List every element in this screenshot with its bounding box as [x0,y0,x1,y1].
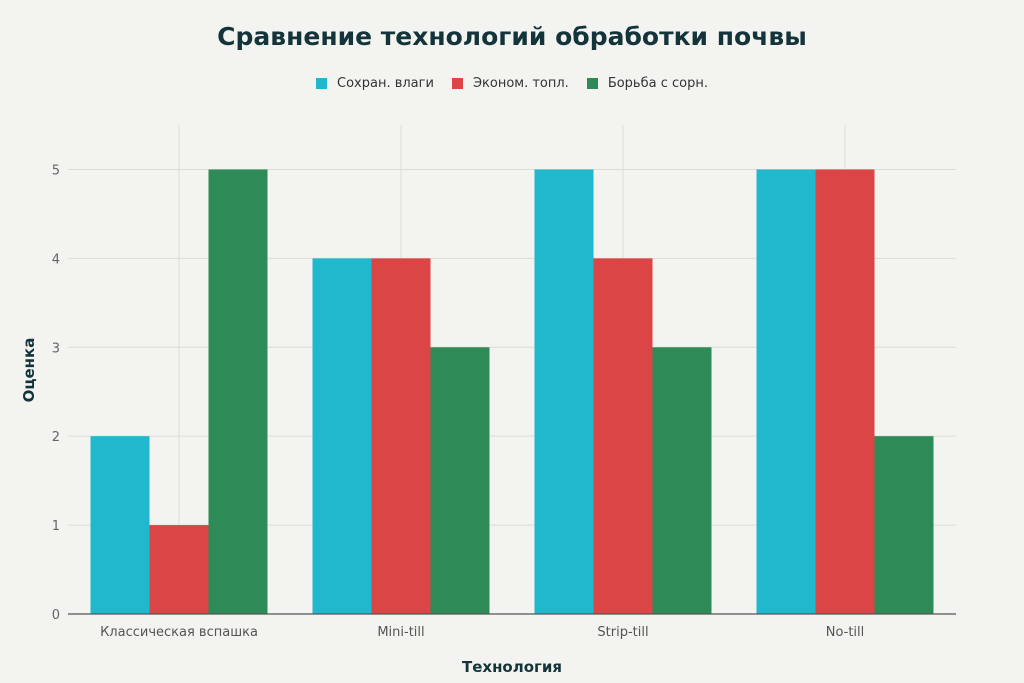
bar [208,169,268,615]
x-tick-label: Классическая вспашка [100,625,258,640]
x-axis-title: Технология [462,658,562,676]
bar [756,169,816,615]
legend-item[interactable]: Борьба с сорн. [586,76,708,91]
legend-label: Эконом. топл. [472,76,569,91]
y-tick-label: 4 [52,252,60,267]
legend-label: Сохран. влаги [337,76,434,91]
bar [312,258,372,614]
legend-swatch [586,78,598,89]
bar [90,436,150,614]
legend-label: Борьба с сорн. [607,76,708,91]
bar [534,169,594,615]
bar [874,436,934,614]
x-tick-label: Mini-till [377,625,424,640]
y-tick-label: 2 [52,430,60,445]
legend: Сохран. влаги Эконом. топл. Борьба с сорн. [0,76,1024,91]
legend-swatch [316,78,327,89]
legend-item[interactable]: Сохран. влаги [316,76,434,91]
y-tick-label: 5 [52,163,60,178]
y-tick-label: 1 [52,519,60,534]
legend-item[interactable]: Эконом. топл. [451,76,569,91]
bar [371,258,431,614]
x-tick-label: Strip-till [597,625,648,640]
chart-title: Сравнение технологий обработки почвы [217,22,807,51]
legend-swatch [451,78,463,89]
bar [593,258,653,614]
bar [652,347,712,614]
bar [149,525,209,614]
y-axis-title: Оценка [20,338,38,403]
y-tick-label: 0 [52,608,60,623]
bar [430,347,490,614]
bar [815,169,875,615]
y-tick-label: 3 [52,341,60,356]
x-tick-label: No-till [826,625,865,640]
